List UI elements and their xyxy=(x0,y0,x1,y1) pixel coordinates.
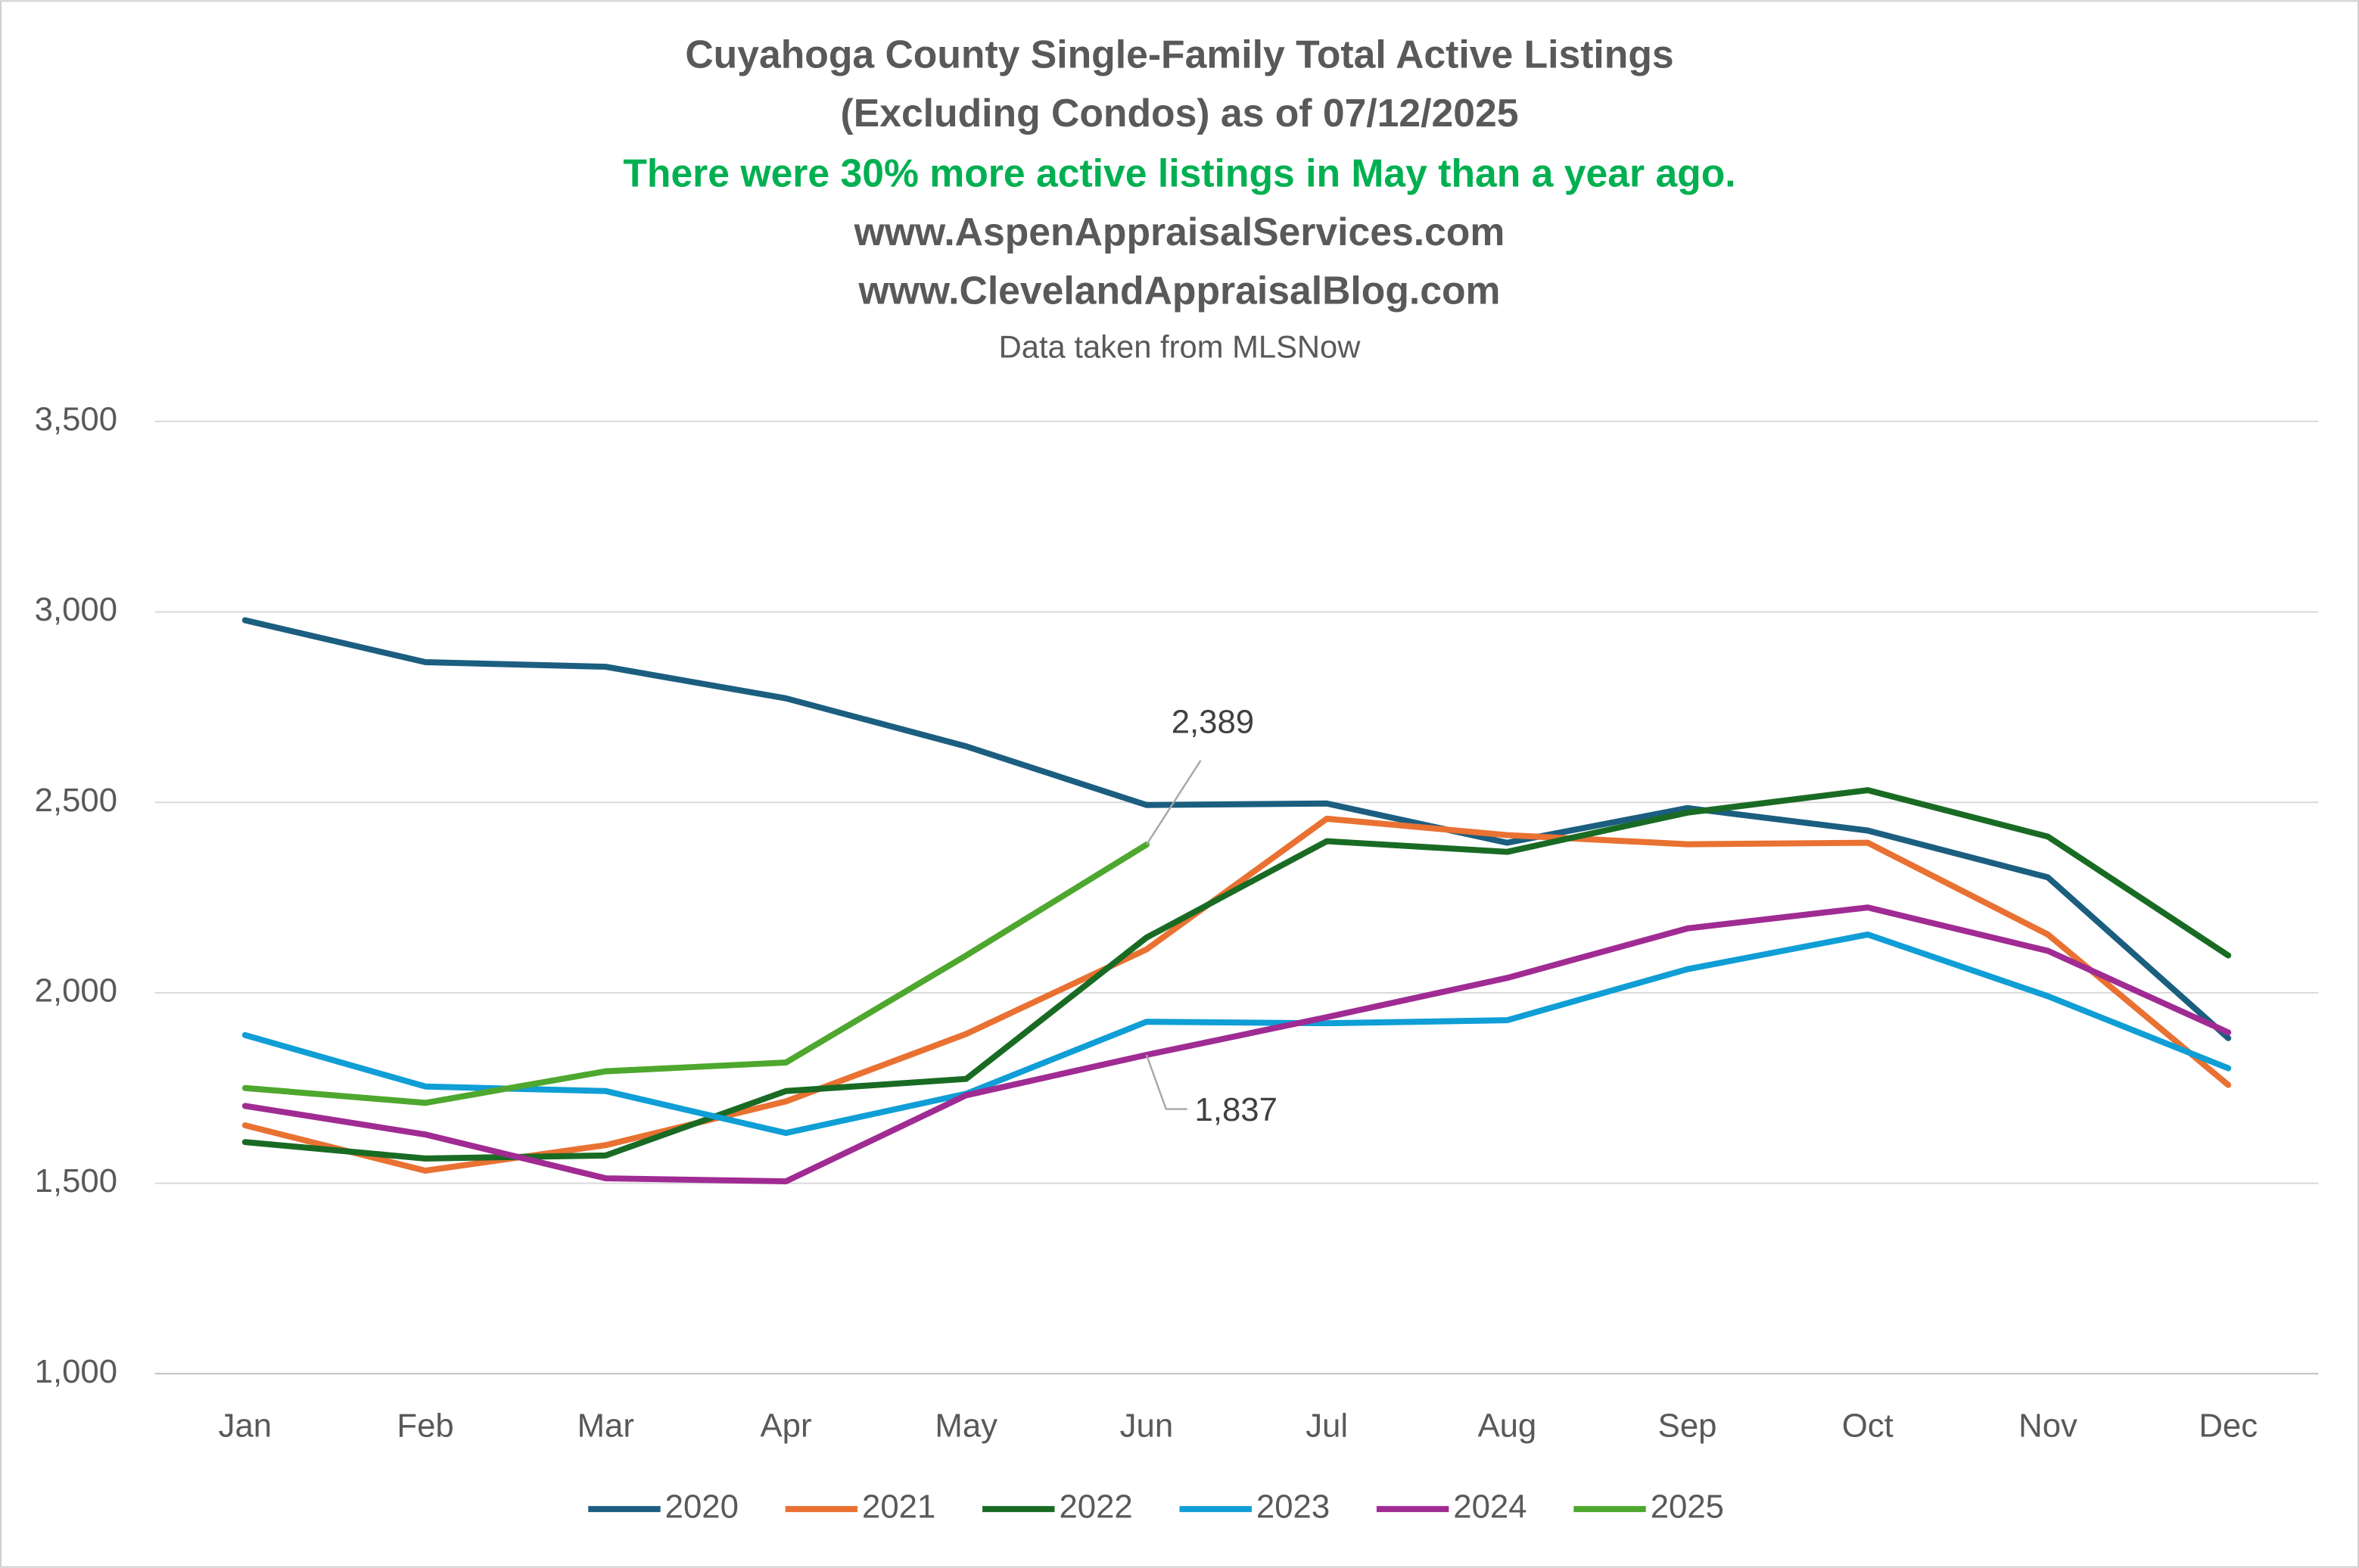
series-line xyxy=(241,931,2232,1137)
series-line xyxy=(241,904,2232,1185)
leader-line xyxy=(1145,760,1202,845)
legend-label: 2022 xyxy=(1059,1489,1132,1526)
source-note: Data taken from MLSNow xyxy=(999,329,1362,365)
y-tick-label: 1,500 xyxy=(35,1162,117,1199)
legend-label: 2024 xyxy=(1453,1489,1527,1526)
x-tick-label: Feb xyxy=(397,1407,453,1444)
x-tick-label: May xyxy=(935,1407,997,1444)
leader-line xyxy=(1145,1054,1187,1110)
x-tick-label: Nov xyxy=(2018,1407,2077,1444)
annotation: www.ClevelandAppraisalBlog.com xyxy=(858,269,1501,313)
annotation: www.AspenAppraisalServices.com xyxy=(854,210,1505,254)
legend-label: 2023 xyxy=(1256,1489,1330,1526)
x-tick-label: Dec xyxy=(2199,1407,2258,1444)
x-tick-label: Sep xyxy=(1658,1407,1717,1444)
x-tick-label: Apr xyxy=(760,1407,811,1444)
data-label: 1,837 xyxy=(1195,1091,1278,1128)
x-tick-label: Jan xyxy=(219,1407,272,1444)
legend-label: 2020 xyxy=(665,1489,739,1526)
series-line xyxy=(241,617,2232,1041)
y-tick-label: 2,500 xyxy=(35,782,117,819)
data-label: 2,389 xyxy=(1172,704,1254,741)
series-line xyxy=(241,842,1150,1106)
y-tick-label: 1,000 xyxy=(35,1353,117,1390)
x-tick-label: Aug xyxy=(1477,1407,1536,1444)
x-tick-label: Mar xyxy=(577,1407,634,1444)
y-tick-label: 2,000 xyxy=(35,972,117,1009)
chart-subtitle: There were 30% more active listings in M… xyxy=(623,151,1735,195)
y-tick-label: 3,500 xyxy=(35,400,117,437)
x-tick-label: Jun xyxy=(1120,1407,1173,1444)
legend-label: 2021 xyxy=(862,1489,935,1526)
chart-title: Cuyahoga County Single-Family Total Acti… xyxy=(685,33,1673,76)
chart-title: (Excluding Condos) as of 07/12/2025 xyxy=(841,91,1519,135)
y-tick-label: 3,000 xyxy=(35,591,117,628)
series-line xyxy=(241,815,2232,1174)
series-line xyxy=(241,787,2232,1162)
x-tick-label: Jul xyxy=(1306,1407,1348,1444)
x-tick-label: Oct xyxy=(1842,1407,1894,1444)
legend-label: 2025 xyxy=(1651,1489,1724,1526)
